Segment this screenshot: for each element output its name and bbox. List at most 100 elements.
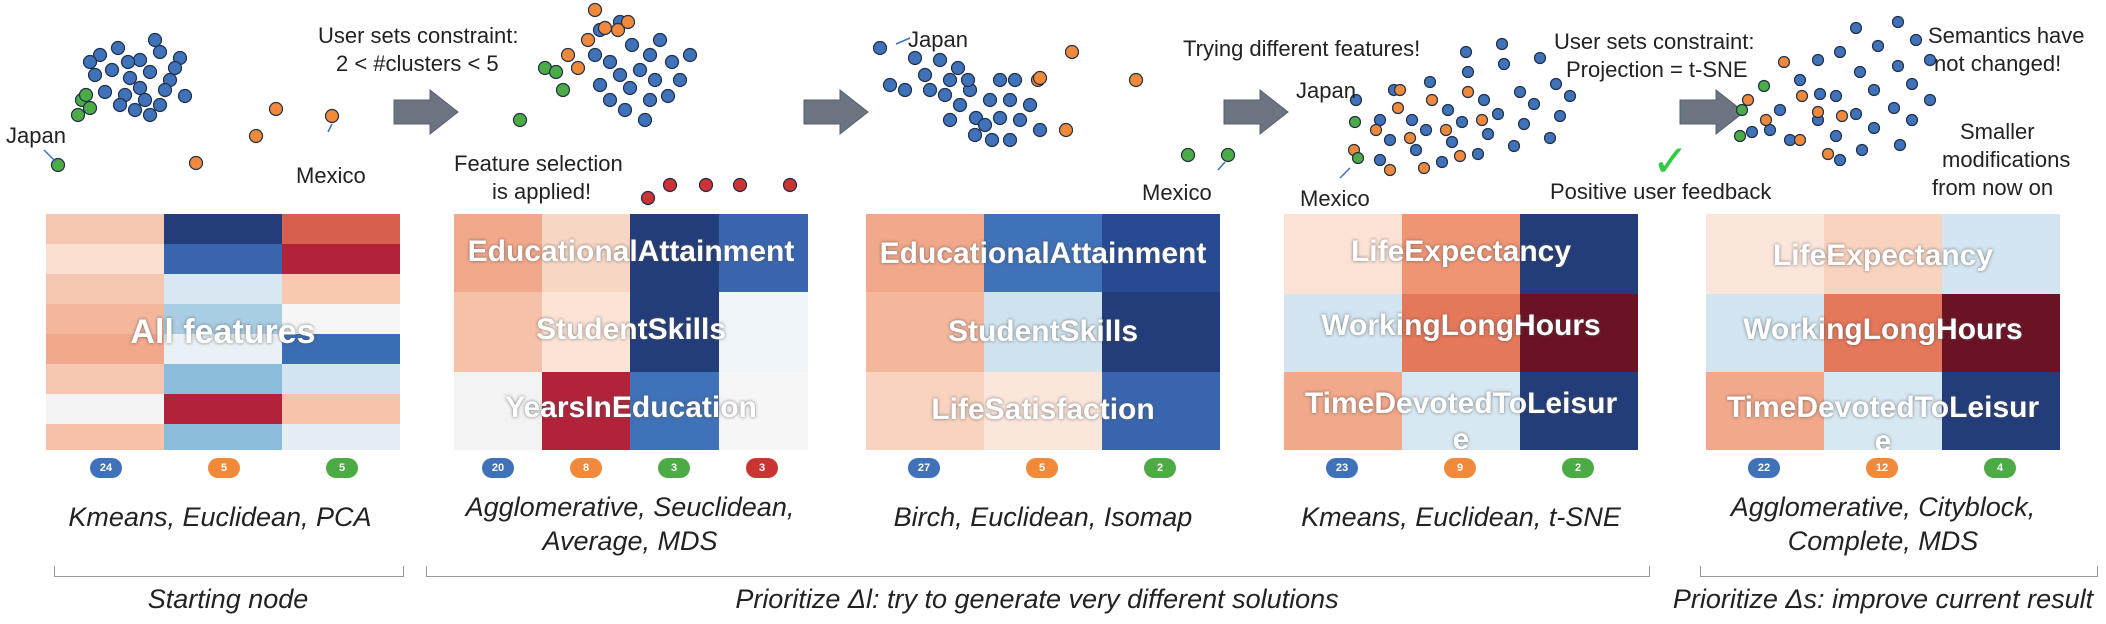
- scatter-point: [560, 47, 576, 63]
- scatter-point: [1793, 73, 1807, 87]
- scatter-point: [1064, 44, 1080, 60]
- scatter-point: [637, 112, 653, 128]
- scatter-point: [647, 72, 663, 88]
- scatter-point: [137, 92, 153, 108]
- scatter-point: [97, 84, 113, 100]
- scatter-point: [110, 40, 126, 56]
- feature-label: LifeExpectancy: [1772, 239, 1994, 272]
- bracket-start: [54, 566, 404, 577]
- cluster-badge-blue: 22: [1748, 458, 1780, 478]
- scatter-point: [1553, 109, 1567, 123]
- caption-panel-2: Agglomerative, Seuclidean, Average, MDS: [430, 490, 830, 558]
- bracket-prioritize-l: [426, 566, 1650, 577]
- cluster-badge-red: 3: [746, 458, 778, 478]
- scatter-point: [152, 44, 168, 60]
- scatter-point: [942, 112, 958, 128]
- scatter-point: [1759, 113, 1773, 127]
- cluster-badge-green: 5: [326, 458, 358, 478]
- caption-panel-5: Agglomerative, Cityblock, Complete, MDS: [1683, 490, 2083, 558]
- cluster-badge-green: 3: [658, 458, 690, 478]
- scatter-point: [1563, 89, 1577, 103]
- scatter-point: [1007, 72, 1023, 88]
- heatmap-panel-3: EducationalAttainment StudentSkills Life…: [866, 214, 1220, 450]
- scatter-point: [1403, 131, 1417, 145]
- scatter-point: [132, 52, 148, 68]
- scatter-point: [624, 37, 640, 53]
- scatter-point: [1871, 39, 1885, 53]
- scatter-point: [1351, 151, 1365, 165]
- scatter-point: [1391, 101, 1405, 115]
- scatter-point: [1393, 83, 1407, 97]
- semantics-line2: not changed!: [1934, 51, 2062, 76]
- scatter-point: [324, 108, 340, 124]
- scatter-point: [682, 47, 698, 63]
- scatter-point: [1849, 107, 1863, 121]
- scatter-point: [122, 70, 138, 86]
- scatter-point: [617, 102, 633, 118]
- scatter-point: [662, 177, 678, 193]
- scatter-point: [1783, 133, 1797, 147]
- constraint-1-line1: User sets constraint:: [318, 23, 519, 48]
- cluster-badge-orange: 5: [1026, 458, 1058, 478]
- scatter-point: [157, 82, 173, 98]
- caption-line1: Birch, Euclidean, Isomap: [893, 502, 1193, 532]
- scatter-point: [104, 62, 120, 78]
- scatter-point: [1455, 115, 1469, 129]
- feature-label: LifeExpectancy: [1350, 235, 1572, 268]
- scatter-point: [1853, 65, 1867, 79]
- scatter-point: [897, 82, 913, 98]
- scatter-point: [992, 72, 1008, 88]
- caption-line1: Agglomerative, Seuclidean,: [465, 492, 795, 522]
- scatter-point: [642, 47, 658, 63]
- cluster-badge-blue: 23: [1326, 458, 1358, 478]
- scatter-point: [147, 32, 163, 48]
- scatter-point: [1220, 147, 1236, 163]
- feature-label-wrap: e: [1452, 423, 1470, 450]
- scatter-point: [960, 72, 976, 88]
- scatter-point: [1348, 115, 1362, 129]
- scatter-point: [1741, 93, 1755, 107]
- scatter-point: [1373, 153, 1387, 167]
- scatter-point: [1813, 87, 1827, 101]
- scatter-point: [620, 14, 636, 30]
- semantics-line1: Semantics have: [1928, 23, 2085, 48]
- caption-line2: Complete, MDS: [1787, 526, 1979, 556]
- scatter-point: [1757, 79, 1771, 93]
- scatter-point: [1513, 85, 1527, 99]
- arrow-right-icon: [803, 88, 869, 136]
- scatter-point: [1905, 77, 1919, 91]
- feature-label: TimeDevotedToLeisur: [1304, 387, 1618, 420]
- scatter-point: [1735, 103, 1749, 117]
- scatter-point: [1891, 15, 1905, 29]
- scatter-point: [268, 101, 284, 117]
- scatter-point: [1867, 83, 1881, 97]
- scatter-point: [132, 80, 148, 96]
- pointer-line: [1217, 161, 1226, 171]
- heatmap-panel-2: EducationalAttainment StudentSkills Year…: [454, 214, 808, 450]
- scatter-point: [984, 132, 1000, 148]
- scatter-point: [1459, 45, 1473, 59]
- scatter-point: [1777, 55, 1791, 69]
- scatter-point: [1349, 93, 1363, 107]
- scatter-point: [610, 22, 626, 38]
- scatter-point: [1833, 45, 1847, 59]
- scatter-point: [587, 2, 603, 18]
- japan-label-4: Japan: [1296, 78, 1356, 103]
- scatter-point: [1893, 138, 1907, 152]
- scatter-point: [1887, 101, 1901, 115]
- caption-line1: Kmeans, Euclidean, t-SNE: [1301, 502, 1621, 532]
- scatter-point: [977, 117, 993, 133]
- scatter-point: [642, 92, 658, 108]
- scatter-point: [612, 67, 628, 83]
- scatter-point: [142, 107, 158, 123]
- feature-label: WorkingLongHours: [1743, 313, 2023, 346]
- scatter-point: [548, 64, 564, 80]
- scatter-point: [1032, 122, 1048, 138]
- constraint-2-line2: Projection = t-SNE: [1566, 57, 1748, 82]
- scatter-point: [652, 32, 668, 48]
- positive-feedback-label: Positive user feedback: [1550, 179, 1772, 204]
- scatter-point: [78, 87, 94, 103]
- mexico-label-4: Mexico: [1300, 186, 1370, 211]
- pointer-line: [1339, 167, 1351, 179]
- scatter-point: [1445, 135, 1459, 149]
